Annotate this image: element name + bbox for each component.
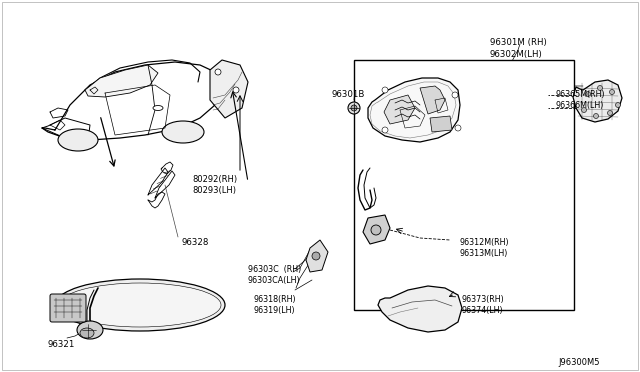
Polygon shape [368,78,460,142]
Text: 96313M(LH): 96313M(LH) [460,249,508,258]
Text: J96300M5: J96300M5 [558,358,600,367]
Ellipse shape [80,328,94,338]
FancyBboxPatch shape [50,294,86,322]
Text: 96301B: 96301B [332,90,365,99]
Circle shape [382,87,388,93]
Circle shape [371,225,381,235]
Ellipse shape [153,106,163,110]
Text: 96301M (RH): 96301M (RH) [490,38,547,47]
Ellipse shape [162,121,204,143]
Circle shape [312,252,320,260]
Polygon shape [210,60,248,118]
Ellipse shape [77,321,103,339]
Ellipse shape [59,283,221,327]
Circle shape [455,125,461,131]
Text: 96319(LH): 96319(LH) [253,306,294,315]
Text: 96303CA(LH): 96303CA(LH) [248,276,301,285]
Circle shape [598,86,602,90]
Text: 96321: 96321 [47,340,74,349]
Circle shape [586,92,591,96]
Circle shape [582,108,586,112]
Circle shape [233,87,239,93]
Polygon shape [430,116,452,132]
Text: 96328: 96328 [182,238,209,247]
Circle shape [348,102,360,114]
Circle shape [593,113,598,119]
Text: 96366M(LH): 96366M(LH) [555,101,604,110]
Text: 96303C  (RH): 96303C (RH) [248,265,301,274]
Text: 80293(LH): 80293(LH) [192,186,236,195]
Text: 96318(RH): 96318(RH) [253,295,296,304]
Text: 96373(RH): 96373(RH) [462,295,505,304]
Polygon shape [363,215,390,244]
Polygon shape [85,65,158,97]
Circle shape [616,103,621,108]
Ellipse shape [58,129,98,151]
Text: 96312M(RH): 96312M(RH) [460,238,509,247]
Bar [354,60,574,310]
Circle shape [607,110,612,115]
Circle shape [452,92,458,98]
Polygon shape [384,95,415,124]
Polygon shape [306,240,328,272]
Circle shape [215,69,221,75]
Circle shape [382,127,388,133]
Polygon shape [573,80,622,122]
Circle shape [609,90,614,94]
Text: 96374(LH): 96374(LH) [462,306,504,315]
Text: 80292(RH): 80292(RH) [192,175,237,184]
Circle shape [351,105,357,111]
Text: 96365M(RH): 96365M(RH) [555,90,605,99]
Text: 96302M(LH): 96302M(LH) [490,50,543,59]
Ellipse shape [55,279,225,331]
Polygon shape [378,286,462,332]
Polygon shape [420,86,445,114]
